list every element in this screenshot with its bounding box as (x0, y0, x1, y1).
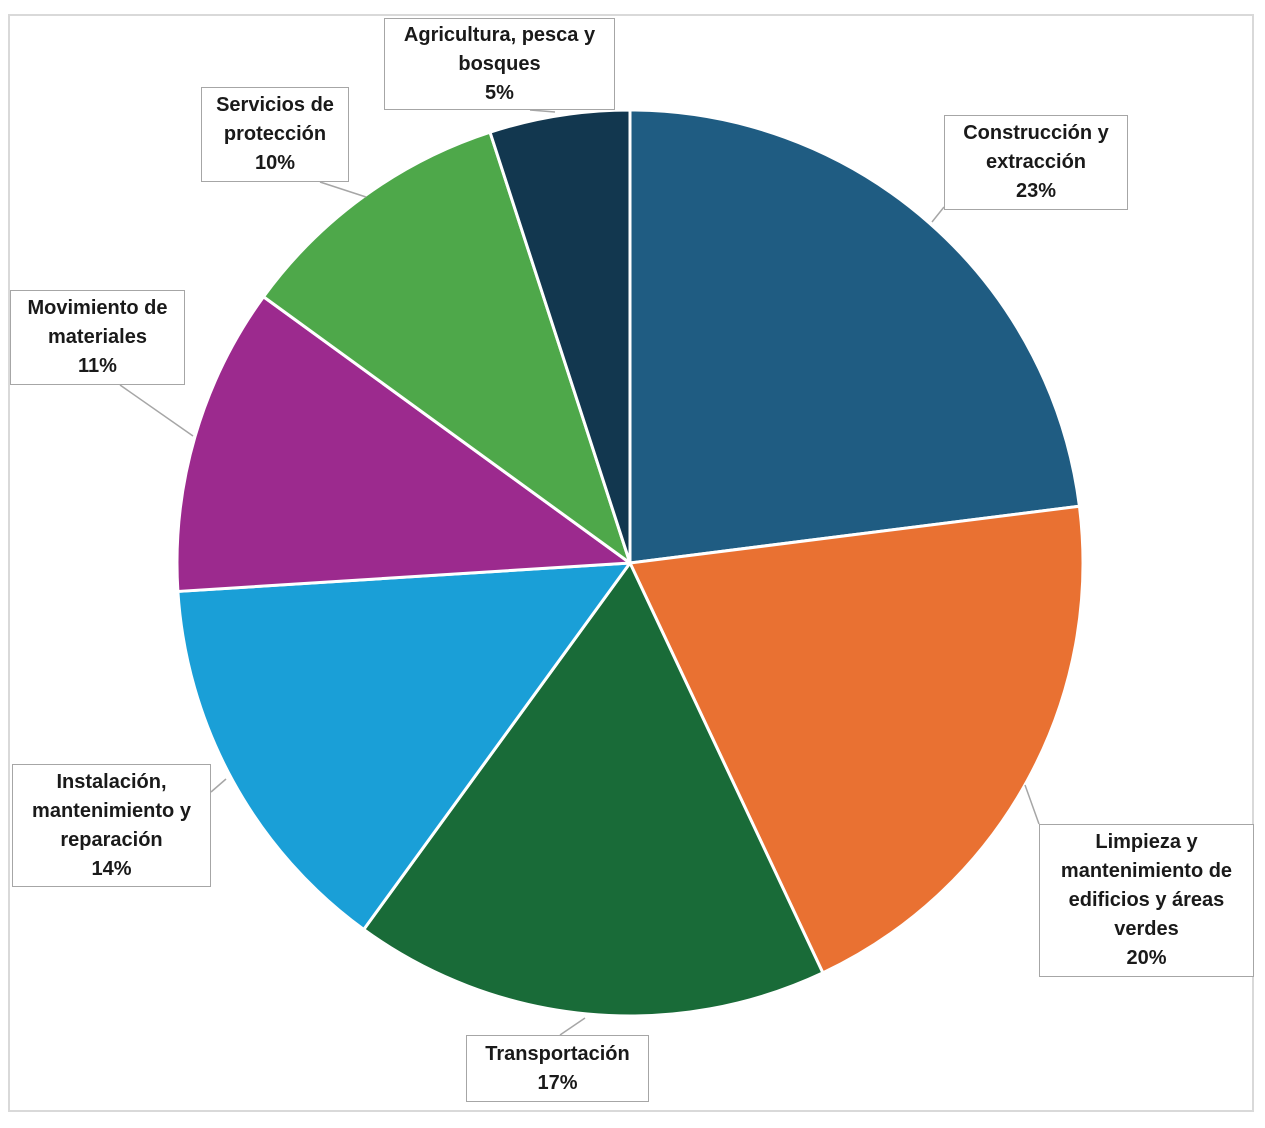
slice-percent: 20% (1126, 947, 1167, 969)
slice-percent: 14% (91, 857, 132, 880)
slice-label: Limpieza y mantenimiento de edificios y … (1060, 831, 1233, 940)
pie-slices (175, 108, 1085, 1018)
leader-line (1024, 784, 1040, 825)
pie-slice (362, 561, 825, 1018)
data-label-box: Movimiento de materiales 11% (10, 290, 185, 385)
leader-line (119, 384, 194, 437)
pie-slice (628, 108, 1081, 565)
data-label-box: Instalación, mantenimiento y reparación 1… (12, 764, 211, 887)
leader-line (559, 1017, 586, 1036)
data-label-box: Agricultura, pesca y bosques 5% (384, 18, 615, 110)
slice-label: Agricultura, pesca y bosques (403, 23, 596, 75)
slice-label: Construcción y extracción (963, 122, 1109, 173)
slice-percent: 10% (254, 152, 296, 174)
slice-percent: 23% (1015, 180, 1057, 202)
pie-slice (628, 504, 1085, 975)
slice-label: Movimiento de materiales (27, 297, 168, 348)
leader-line (319, 181, 367, 198)
slice-percent: 5% (485, 81, 514, 104)
leader-line (529, 109, 556, 113)
pie-slice (176, 561, 632, 931)
data-label-box: Construcción y extracción 23% (944, 115, 1128, 210)
data-label-box: Servicios de protección 10% (201, 87, 349, 182)
slice-label: Instalación, mantenimiento y reparación (32, 770, 191, 851)
data-label-box: Transportación 17% (466, 1035, 649, 1102)
slice-label: Servicios de protección (216, 94, 334, 145)
pie-slice (175, 295, 632, 593)
data-label-box: Limpieza y mantenimiento de edificios y … (1039, 824, 1254, 977)
slice-label: Transportación (485, 1042, 630, 1065)
leader-line (210, 778, 227, 793)
slice-percent: 11% (78, 355, 117, 377)
slice-percent: 17% (537, 1071, 578, 1094)
leader-line (931, 206, 945, 223)
leader-lines (119, 109, 1040, 1036)
pie-slice (488, 108, 632, 565)
